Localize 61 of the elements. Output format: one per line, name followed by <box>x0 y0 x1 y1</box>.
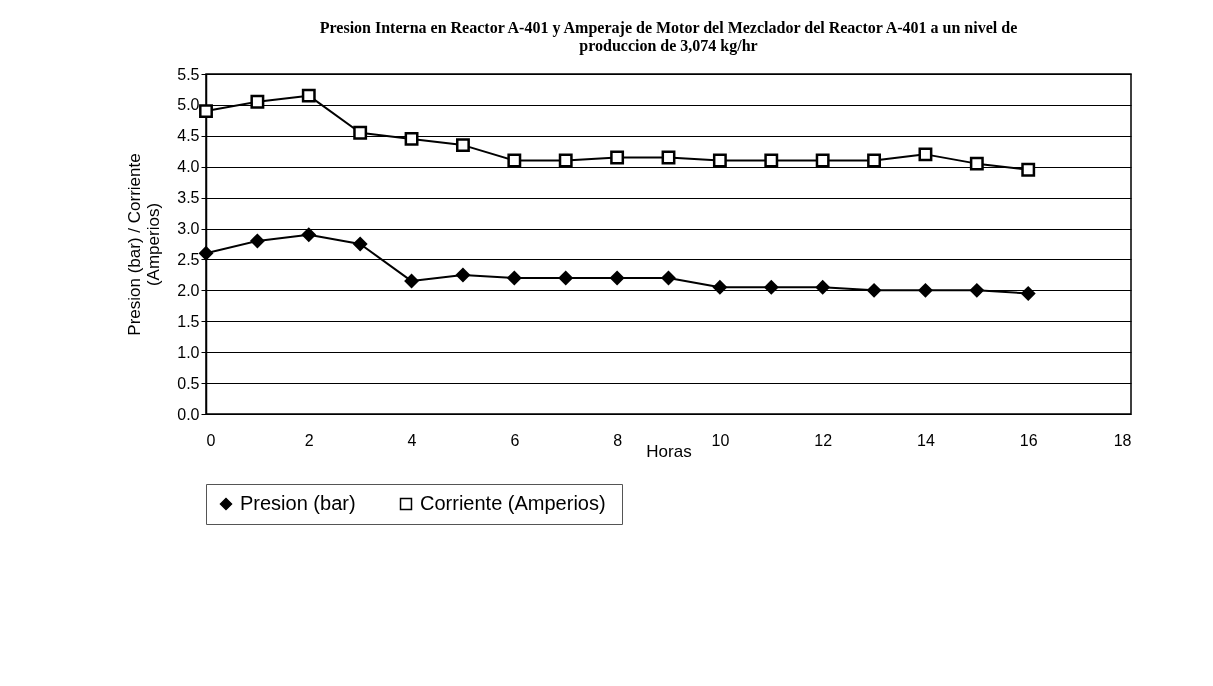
point <box>764 280 779 295</box>
legend-label: Presion (bar) <box>240 492 356 514</box>
point <box>610 150 625 165</box>
point <box>353 125 368 140</box>
point <box>867 153 882 168</box>
point <box>507 271 522 285</box>
y-tick-label: 0.5 <box>177 374 200 392</box>
point <box>404 274 419 289</box>
y-tick-label: 1.0 <box>177 343 200 361</box>
point <box>712 153 727 168</box>
y-tick-label: 3.0 <box>177 220 200 238</box>
y-tick-label: 5.5 <box>177 65 200 83</box>
x-axis-title: Horas <box>646 441 692 461</box>
point <box>507 153 522 168</box>
point <box>661 271 676 285</box>
point <box>199 104 213 119</box>
y-tick-label: 2.5 <box>177 250 200 268</box>
legend-label: Corriente (Amperios) <box>420 492 606 514</box>
y-axis-title: Presion (bar) / Corriente (Amperios) <box>125 153 164 336</box>
point <box>969 156 984 171</box>
y-tick-label: 0.0 <box>177 405 200 423</box>
point <box>1021 286 1036 301</box>
point <box>1021 162 1036 177</box>
x-tick-label: 14 <box>917 431 935 449</box>
point <box>969 283 984 298</box>
point <box>404 131 419 146</box>
point <box>918 283 933 298</box>
x-tick-label: 18 <box>1113 431 1132 449</box>
y-tick-label: 3.5 <box>177 189 200 207</box>
x-tick-label: 8 <box>613 431 623 449</box>
point <box>455 267 470 282</box>
y-tick-label: 5.0 <box>177 96 200 114</box>
x-tick-label: 4 <box>407 431 417 449</box>
point <box>199 246 213 261</box>
point <box>867 283 882 298</box>
point <box>301 227 316 242</box>
point <box>301 88 316 103</box>
point <box>610 271 625 285</box>
point <box>712 280 727 295</box>
point <box>918 147 933 162</box>
point <box>661 150 676 165</box>
point <box>815 280 830 295</box>
point <box>455 138 470 153</box>
point <box>250 94 265 109</box>
point <box>353 237 368 251</box>
point <box>250 233 265 248</box>
y-tick-label: 1.5 <box>177 312 200 330</box>
x-tick-label: 10 <box>711 431 730 449</box>
chart-title: Presion Interna en Reactor A-401 y Amperaje de Motor del Mezclador del Reactor A-401 a un nivel de produccion de 3,074 kg/hr <box>319 19 1018 55</box>
point <box>558 271 573 285</box>
x-tick-label: 12 <box>814 431 833 449</box>
point <box>558 153 573 168</box>
x-tick-label: 6 <box>510 431 520 449</box>
point <box>815 153 830 168</box>
y-tick-label: 2.0 <box>177 281 200 299</box>
x-tick-label: 16 <box>1019 431 1038 449</box>
y-tick-label: 4.5 <box>177 127 200 145</box>
x-tick-label: 2 <box>304 431 314 449</box>
x-tick-label: 0 <box>206 431 216 449</box>
y-tick-label: 4.0 <box>177 158 200 176</box>
point <box>764 153 779 168</box>
